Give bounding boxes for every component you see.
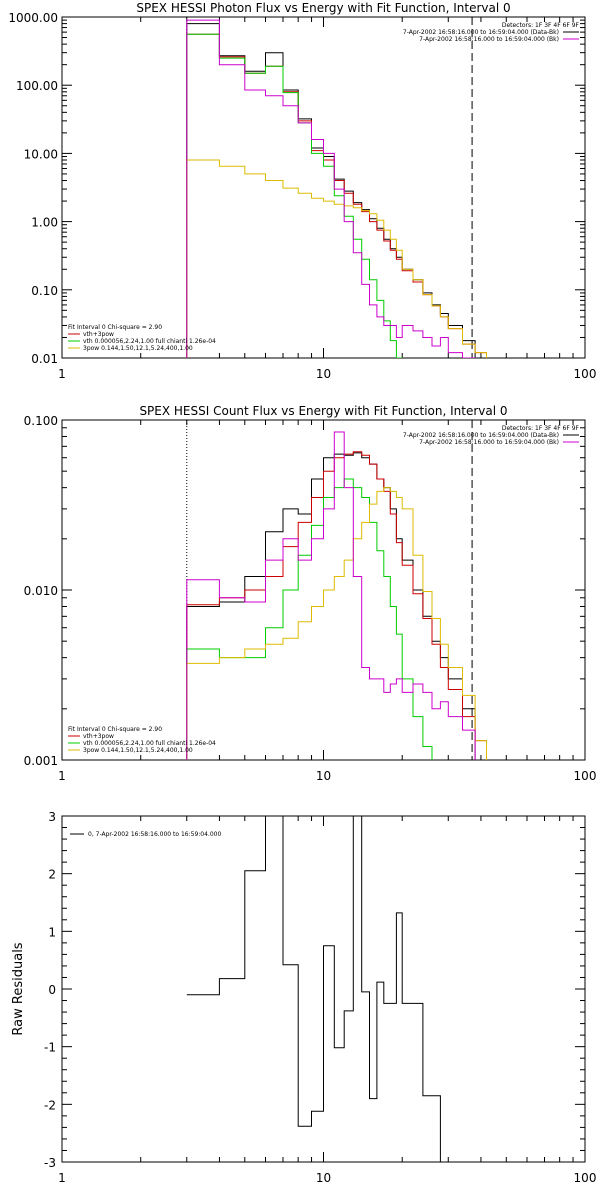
series-0-line [186, 23, 476, 358]
y-tick-label: 0.01 [31, 352, 58, 366]
x-tick-label: 1 [58, 367, 66, 381]
y-tick-label: 0 [48, 983, 56, 997]
x-tick-label: 10 [316, 367, 331, 381]
y-tick-label: 1.00 [31, 216, 58, 230]
y-tick-label: 100.00 [16, 79, 58, 93]
legend-text: 7-Apr-2002 16:58:16.000 to 16:59:04.000 … [419, 439, 559, 446]
y-tick-label: 3 [48, 810, 56, 824]
series-2-line [186, 478, 433, 760]
legend-text: vth 0.000056,2.24,1.00 full chianti 1.26… [83, 338, 216, 345]
x-tick-label: 100 [574, 367, 597, 381]
y-tick-label: 0.100 [24, 414, 58, 428]
series-2-line [186, 33, 403, 358]
x-tick-label: 1 [58, 1171, 66, 1185]
legend-text: Detectors: 1F 3F 4F 6F 9F [502, 425, 580, 432]
x-tick-label: 10 [316, 1171, 331, 1185]
legend-text: 7-Apr-2002 16:58:16.000 to 16:59:04.000 … [419, 36, 559, 43]
chart-1: SPEX HESSI Count Flux vs Energy with Fit… [24, 404, 597, 783]
series-4-line [186, 431, 476, 760]
y-tick-label: 1000.00 [8, 11, 58, 25]
plot-frame [61, 16, 586, 359]
series-3-line [186, 487, 487, 760]
series-3-line [186, 159, 487, 358]
legend-text: 3pow 0.144,1.50,12.1,5.24,400,1.00 [83, 747, 193, 754]
legend-text: 0, 7-Apr-2002 16:58:16.000 to 16:59:04.0… [88, 831, 221, 838]
chart-0: SPEX HESSI Photon Flux vs Energy with Fi… [8, 1, 596, 381]
y-tick-label: 0.10 [31, 284, 58, 298]
y-axis-label: Raw Residuals [11, 942, 26, 1035]
legend-text: Fit Interval 0 Chi-square = 2.90 [68, 726, 162, 733]
legend-text: 3pow 0.144,1.50,12.1,5.24,400,1.00 [83, 345, 193, 352]
x-tick-label: 100 [574, 1171, 597, 1185]
legend-text: 7-Apr-2002 16:58:16.000 to 16:59:04.000 … [403, 432, 559, 439]
legend-text: Detectors: 1F 3F 4F 6F 9F [502, 22, 580, 29]
legend-text: vth+3pow [83, 331, 114, 338]
legend-text: Fit Interval 0 Chi-square = 2.90 [68, 324, 162, 331]
series-4-line [186, 19, 476, 358]
y-tick-label: -1 [44, 1041, 56, 1055]
chart-title: SPEX HESSI Count Flux vs Energy with Fit… [139, 404, 507, 418]
y-tick-label: 0.010 [24, 584, 58, 598]
series-1-line [186, 451, 487, 760]
y-tick-label: -3 [44, 1156, 56, 1170]
y-tick-label: 1 [48, 925, 56, 939]
y-tick-label: 0.001 [24, 754, 58, 768]
y-tick-label: 2 [48, 868, 56, 882]
x-tick-label: 1 [58, 769, 66, 783]
chart-title: SPEX HESSI Photon Flux vs Energy with Fi… [136, 1, 510, 15]
series-0-line [186, 816, 441, 1162]
x-tick-label: 100 [574, 769, 597, 783]
x-tick-label: 10 [316, 769, 331, 783]
legend-text: vth 0.000056,2.24,1.00 full chianti 1.26… [83, 740, 216, 747]
legend-text: vth+3pow [83, 733, 114, 740]
y-tick-label: 10.00 [24, 147, 58, 161]
y-tick-label: -2 [44, 1098, 56, 1112]
legend-text: 7-Apr-2002 16:58:16.000 to 16:59:04.000 … [403, 29, 559, 36]
